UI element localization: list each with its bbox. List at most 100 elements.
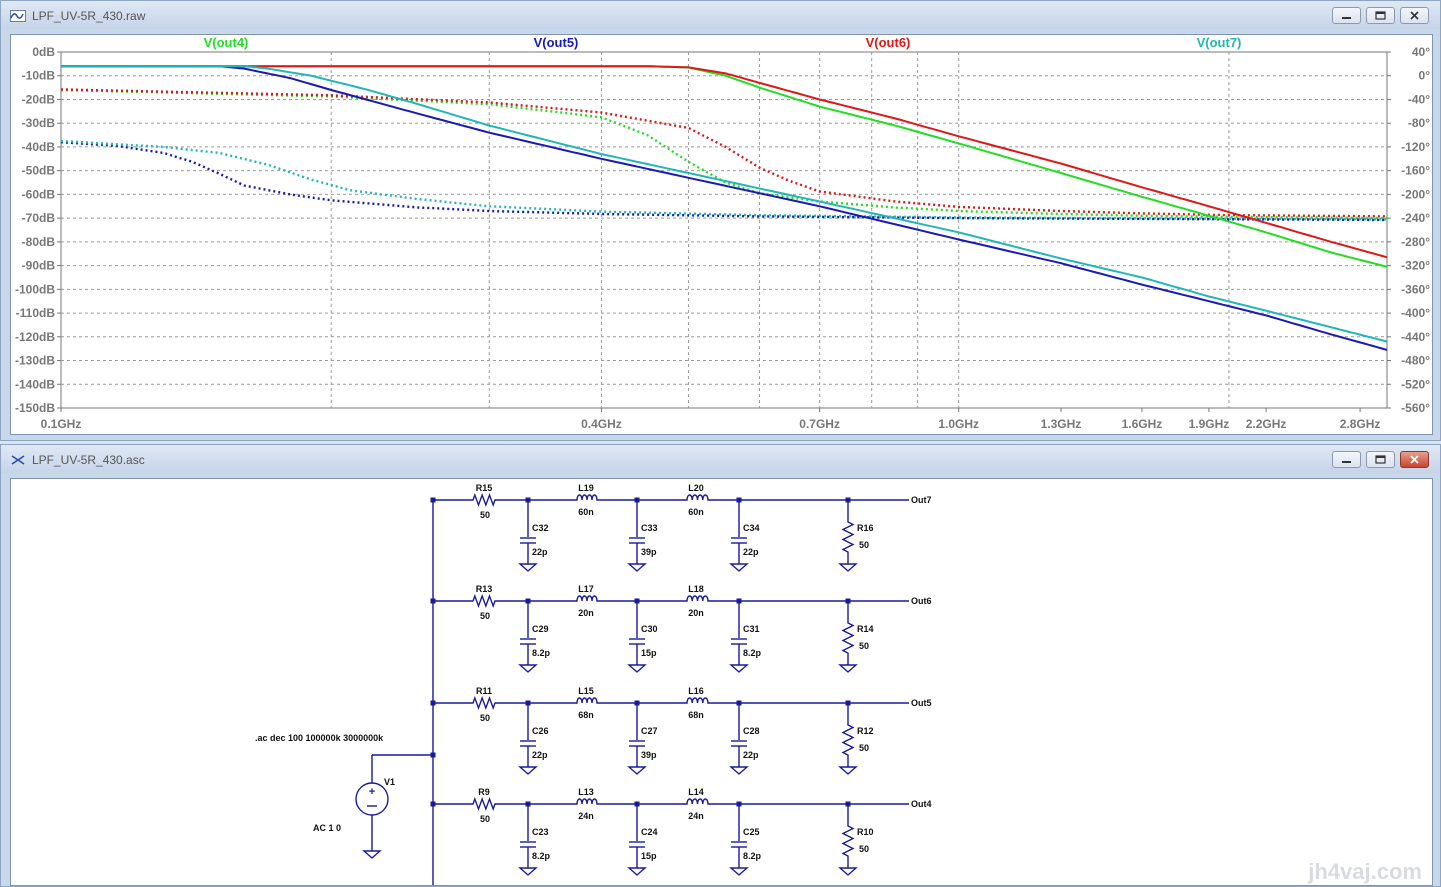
resistor-value[interactable]: 50 <box>480 814 490 824</box>
minimize-button[interactable] <box>1332 451 1361 468</box>
capacitor-name[interactable]: C25 <box>743 827 760 837</box>
inductor-name[interactable]: L19 <box>578 483 594 493</box>
capacitor-value[interactable]: 39p <box>641 547 657 557</box>
capacitor-value[interactable]: 15p <box>641 648 657 658</box>
close-button[interactable] <box>1400 451 1429 468</box>
ground-icon <box>627 766 647 775</box>
capacitor-gap <box>731 740 747 746</box>
inductor-value[interactable]: 24n <box>688 811 704 821</box>
voltage-source-v1[interactable]: + <box>355 754 433 859</box>
trace-label-vout5[interactable]: V(out5) <box>534 35 579 50</box>
capacitor-value[interactable]: 22p <box>743 750 759 760</box>
capacitor-name[interactable]: C24 <box>641 827 658 837</box>
resistor-name[interactable]: R13 <box>476 584 493 594</box>
load-resistor-name[interactable]: R14 <box>857 624 874 634</box>
minimize-button[interactable] <box>1332 7 1361 24</box>
y-right-tick-label: -480° <box>1401 354 1430 368</box>
inductor-name[interactable]: L17 <box>578 584 594 594</box>
load-resistor-name[interactable]: R10 <box>857 827 874 837</box>
restore-button[interactable] <box>1366 7 1395 24</box>
load-resistor-name[interactable]: R16 <box>857 523 874 533</box>
capacitor-value[interactable]: 22p <box>532 750 548 760</box>
y-right-tick-label: -40° <box>1408 92 1430 106</box>
restore-button[interactable] <box>1366 451 1395 468</box>
resistor-value[interactable]: 50 <box>480 611 490 621</box>
y-left-tick-label: -100dB <box>15 282 55 296</box>
waveform-plot-area[interactable]: 0dB -10dB -20dB -30dB -40dB -50dB -60dB -70dB -8… <box>10 34 1433 435</box>
close-button[interactable] <box>1400 7 1429 24</box>
inductor-name[interactable]: L13 <box>578 787 594 797</box>
y-left-tick-label: -150dB <box>15 401 55 415</box>
waveform-plot[interactable]: 0dB -10dB -20dB -30dB -40dB -50dB -60dB -70dB -8… <box>11 35 1432 434</box>
load-resistor-value[interactable]: 50 <box>859 641 869 651</box>
schematic-drawing[interactable]: R15 50 L19 60n L20 60n C32 22p C33 39p C34 22p R16 50… <box>11 479 1432 885</box>
filter-out7[interactable] <box>433 492 909 572</box>
output-net-label[interactable]: Out7 <box>911 495 932 505</box>
trace-label-vout7[interactable]: V(out7) <box>1197 35 1242 50</box>
source-name[interactable]: V1 <box>384 777 395 787</box>
capacitor-value[interactable]: 8.2p <box>743 648 762 658</box>
capacitor-name[interactable]: C33 <box>641 523 658 533</box>
output-net-label[interactable]: Out5 <box>911 698 932 708</box>
magnitude-trace-vout5 <box>61 65 1388 351</box>
inductor-value[interactable]: 68n <box>688 710 704 720</box>
inductor-name[interactable]: L20 <box>688 483 704 493</box>
inductor-name[interactable]: L14 <box>688 787 704 797</box>
load-resistor-name[interactable]: R12 <box>857 726 874 736</box>
filter-out5[interactable] <box>433 695 909 775</box>
capacitor-value[interactable]: 39p <box>641 750 657 760</box>
capacitor-value[interactable]: 22p <box>743 547 759 557</box>
filter-out6[interactable] <box>433 593 909 673</box>
resistor-name[interactable]: R11 <box>476 686 492 696</box>
filter-out4[interactable] <box>433 796 909 876</box>
ac-directive[interactable]: .ac dec 100 100000k 3000000k <box>255 733 384 743</box>
inductor-value[interactable]: 20n <box>688 608 704 618</box>
output-net-label[interactable]: Out4 <box>911 799 932 809</box>
capacitor-name[interactable]: C30 <box>641 624 658 634</box>
capacitor-value[interactable]: 15p <box>641 851 657 861</box>
capacitor-value[interactable]: 8.2p <box>532 648 551 658</box>
capacitor-name[interactable]: C32 <box>532 523 549 533</box>
inductor-value[interactable]: 60n <box>578 507 594 517</box>
inductor-value[interactable]: 60n <box>688 507 704 517</box>
y-right-tick-label: 40° <box>1412 45 1430 59</box>
y-right-tick-label: 0° <box>1419 69 1431 83</box>
trace-label-vout4[interactable]: V(out4) <box>204 35 249 50</box>
capacitor-gap <box>629 740 645 746</box>
source-value[interactable]: AC 1 0 <box>313 823 341 833</box>
ground-icon <box>838 664 858 673</box>
capacitor-value[interactable]: 8.2p <box>532 851 551 861</box>
inductor-name[interactable]: L18 <box>688 584 704 594</box>
trace-labels[interactable]: V(out4) V(out5) V(out6) V(out7) <box>204 35 1242 50</box>
output-net-label[interactable]: Out6 <box>911 596 932 606</box>
schematic-components[interactable]: R15 50 L19 60n L20 60n C32 22p C33 39p C34 22p R16 50… <box>355 483 932 876</box>
schematic-titlebar[interactable]: LPF_UV-5R_430.asc <box>1 445 1440 473</box>
capacitor-value[interactable]: 22p <box>532 547 548 557</box>
capacitor-name[interactable]: C26 <box>532 726 549 736</box>
inductor-value[interactable]: 20n <box>578 608 594 618</box>
load-resistor-value[interactable]: 50 <box>859 743 869 753</box>
resistor-value[interactable]: 50 <box>480 510 490 520</box>
trace-label-vout6[interactable]: V(out6) <box>866 35 911 50</box>
resistor-value[interactable]: 50 <box>480 713 490 723</box>
inductor-value[interactable]: 68n <box>578 710 594 720</box>
inductor-value[interactable]: 24n <box>578 811 594 821</box>
resistor-name[interactable]: R15 <box>476 483 493 493</box>
capacitor-name[interactable]: C28 <box>743 726 760 736</box>
inductor-symbol <box>573 595 601 602</box>
capacitor-name[interactable]: C29 <box>532 624 549 634</box>
inductor-name[interactable]: L16 <box>688 686 704 696</box>
capacitor-value[interactable]: 8.2p <box>743 851 762 861</box>
capacitor-name[interactable]: C23 <box>532 827 549 837</box>
load-resistor-value[interactable]: 50 <box>859 540 869 550</box>
ground-icon <box>729 664 749 673</box>
load-resistor-value[interactable]: 50 <box>859 844 869 854</box>
waveform-titlebar[interactable]: LPF_UV-5R_430.raw <box>1 1 1440 29</box>
capacitor-name[interactable]: C27 <box>641 726 658 736</box>
resistor-name[interactable]: R9 <box>478 787 490 797</box>
ground-icon <box>838 867 858 876</box>
capacitor-name[interactable]: C34 <box>743 523 760 533</box>
capacitor-name[interactable]: C31 <box>743 624 760 634</box>
schematic-canvas[interactable]: R15 50 L19 60n L20 60n C32 22p C33 39p C34 22p R16 50… <box>10 478 1433 886</box>
inductor-name[interactable]: L15 <box>578 686 594 696</box>
